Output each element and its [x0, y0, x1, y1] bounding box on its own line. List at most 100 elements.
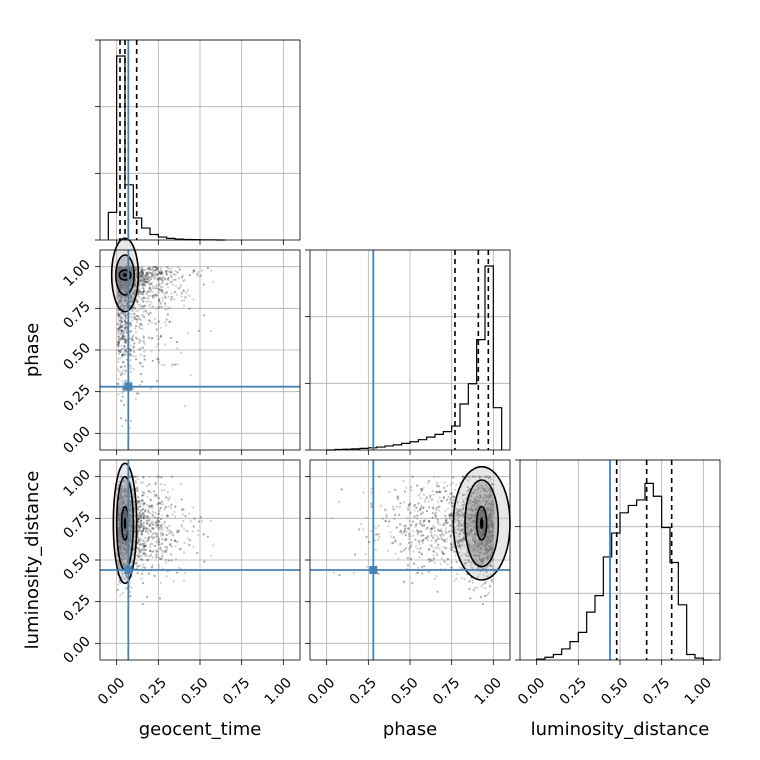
sample-point-1-0-2026 [156, 267, 160, 270]
sample-point-1-0-170 [141, 274, 144, 277]
sample-point-1-0-1746 [172, 272, 175, 276]
sample-point-1-0-895 [119, 366, 122, 369]
sample-point-1-0-624 [131, 273, 134, 276]
sample-point-1-0-791 [119, 280, 122, 283]
sample-point-1-0-2114 [142, 278, 145, 281]
sample-point-1-0-1623 [163, 292, 166, 296]
sample-point-1-0-528 [122, 307, 125, 310]
sample-point-1-0-2082 [143, 315, 146, 319]
sample-point-1-0-646 [139, 323, 142, 326]
sample-point-1-0-564 [136, 299, 139, 302]
sample-point-1-0-1951 [145, 278, 149, 281]
sample-point-1-0-133 [129, 324, 132, 327]
sample-point-1-0-1522 [131, 355, 134, 358]
sample-point-1-0-174 [120, 303, 124, 306]
sample-point-1-0-79 [140, 291, 143, 294]
sample-point-1-0-501 [142, 287, 145, 290]
sample-point-1-0-279 [132, 339, 135, 342]
sample-point-1-0-585 [160, 282, 163, 285]
sample-point-1-0-671 [120, 417, 123, 420]
sample-point-1-0-548 [152, 305, 155, 308]
sample-point-1-0-198 [157, 271, 161, 274]
sample-point-1-0-947 [157, 306, 160, 309]
sample-point-1-0-894 [203, 314, 206, 317]
sample-point-1-0-529 [118, 335, 121, 338]
sample-point-1-0-838 [118, 283, 122, 286]
sample-point-1-0-349 [129, 267, 132, 271]
sample-point-1-0-579 [135, 285, 138, 288]
sample-point-1-0-182 [125, 284, 128, 288]
sample-point-1-0-310 [135, 274, 138, 277]
sample-point-1-0-568 [140, 273, 143, 276]
sample-point-1-0-161 [170, 267, 173, 271]
sample-point-1-0-2337 [124, 317, 128, 320]
sample-point-2-0-1872 [151, 513, 154, 516]
sample-point-1-0-1602 [154, 272, 157, 275]
sample-point-1-0-823 [143, 296, 146, 299]
sample-point-1-0-450 [140, 283, 144, 286]
sample-point-2-1-5 [429, 496, 432, 499]
sample-point-1-0-2259 [122, 334, 125, 337]
sample-point-1-0-617 [116, 278, 119, 281]
sample-point-2-0-2294 [142, 511, 145, 515]
sample-point-1-0-1634 [151, 284, 154, 287]
sample-point-1-0-726 [124, 321, 127, 324]
sample-point-1-0-691 [124, 321, 127, 324]
sample-point-1-0-768 [188, 273, 191, 277]
sample-point-1-0-551 [167, 306, 170, 309]
sample-point-1-0-249 [149, 387, 153, 390]
sample-point-1-0-332 [130, 278, 134, 282]
sample-point-1-0-1805 [140, 380, 144, 383]
sample-point-2-0-1458 [159, 581, 162, 584]
sample-point-1-0-110 [120, 281, 123, 284]
sample-point-1-0-329 [146, 311, 149, 315]
sample-point-2-0-1562 [145, 554, 148, 557]
sample-point-1-0-299 [121, 281, 124, 285]
sample-point-1-0-936 [133, 293, 136, 296]
sample-point-1-0-250 [131, 267, 134, 271]
sample-point-1-0-2397 [142, 290, 145, 293]
sample-point-1-0-2274 [124, 365, 127, 368]
sample-point-1-0-84 [183, 405, 186, 408]
sample-point-1-0-424 [125, 271, 128, 274]
sample-point-1-0-254 [138, 278, 142, 282]
sample-point-1-0-366 [125, 287, 128, 291]
sample-point-1-0-1667 [137, 337, 140, 340]
sample-point-1-0-736 [121, 334, 125, 338]
sample-point-1-0-1982 [117, 309, 120, 312]
sample-point-1-0-2378 [143, 274, 146, 277]
sample-point-1-0-720 [129, 354, 132, 357]
sample-point-1-0-322 [119, 300, 122, 303]
sample-point-1-0-312 [120, 288, 124, 291]
sample-point-1-0-1399 [159, 301, 162, 305]
sample-point-1-0-583 [170, 270, 173, 273]
sample-point-1-0-2110 [153, 287, 156, 290]
sample-point-2-0-2295 [147, 572, 151, 575]
sample-point-1-0-433 [120, 285, 124, 288]
sample-point-1-0-237 [138, 272, 141, 275]
sample-point-1-0-2296 [118, 351, 122, 354]
sample-point-1-0-610 [128, 281, 132, 284]
sample-point-1-0-969 [150, 337, 154, 340]
sample-point-1-0-2022 [166, 282, 169, 285]
sample-point-1-0-1546 [147, 294, 150, 297]
sample-point-1-0-767 [132, 292, 135, 295]
sample-point-1-0-932 [120, 266, 123, 269]
sample-point-1-0-2174 [197, 329, 201, 332]
sample-point-1-0-830 [159, 335, 162, 338]
sample-point-1-0-384 [149, 283, 152, 286]
sample-point-1-0-2089 [122, 329, 126, 332]
sample-point-1-0-735 [149, 268, 152, 271]
sample-point-2-0-1998 [144, 548, 148, 551]
sample-point-1-0-942 [124, 326, 127, 329]
sample-point-2-0-2064 [160, 476, 163, 479]
sample-point-1-0-647 [117, 301, 120, 304]
sample-point-1-0-769 [122, 267, 126, 270]
sample-point-2-0-1796 [141, 581, 145, 585]
sample-point-2-0-1813 [165, 533, 168, 537]
sample-point-1-0-1322 [141, 327, 144, 331]
sample-point-1-0-502 [117, 280, 120, 283]
sample-point-1-0-52 [119, 286, 122, 289]
sample-point-1-0-2234 [124, 327, 127, 330]
